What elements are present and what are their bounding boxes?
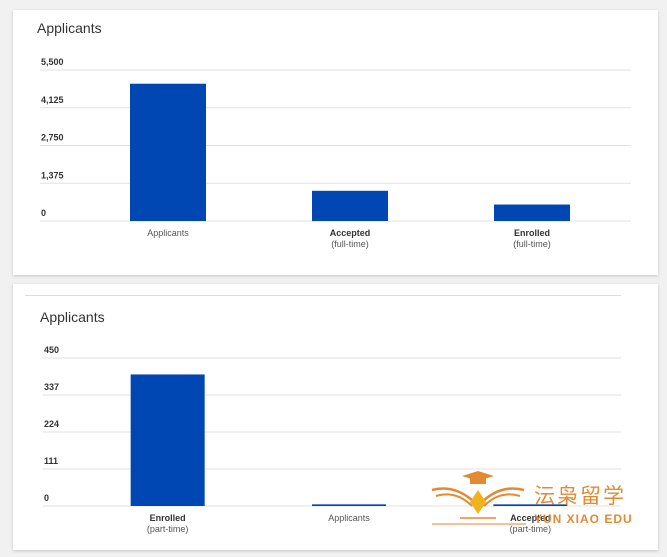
applicants-chart-card-full-time: Applicants 0 1,375 2,750 4,125 5,500 Applican… [13, 10, 658, 275]
y-tick-label: 5,500 [41, 57, 64, 67]
x-category-sublabel: (full-time) [513, 239, 551, 249]
bar [130, 83, 206, 222]
x-category-sublabel: (part-time) [147, 524, 189, 534]
x-category-sublabel: (full-time) [331, 239, 369, 249]
chart-title: Applicants [40, 309, 105, 325]
y-tick-label: 0 [41, 208, 46, 218]
y-tick-label: 450 [44, 345, 59, 355]
bar [494, 204, 570, 221]
y-tick-label: 1,375 [41, 170, 64, 180]
graduation-cap-logo-icon [431, 471, 526, 525]
x-category-label: Enrolled [150, 513, 186, 523]
x-category-label: Accepted [510, 513, 551, 523]
chart-title: Applicants [37, 20, 102, 36]
bar [312, 190, 388, 221]
watermark-english-text: YUN XIAO EDU [534, 512, 633, 526]
y-tick-label: 4,125 [41, 95, 64, 105]
divider [25, 295, 621, 296]
bar [130, 374, 205, 506]
yunxiao-watermark: 沄枭留学 YUN XIAO EDU [430, 468, 660, 528]
bar [493, 504, 568, 506]
y-tick-label: 2,750 [41, 133, 64, 143]
y-tick-label: 111 [44, 456, 58, 466]
x-category-label: Accepted [330, 228, 371, 238]
y-tick-label: 337 [44, 382, 59, 392]
y-tick-label: 0 [44, 493, 49, 503]
bar-chart-part-time: 0111224337450Enrolled(part-time)Applican… [43, 345, 621, 534]
watermark-chinese-text: 沄枭留学 [534, 484, 626, 508]
x-category-label: Applicants [147, 228, 189, 238]
bar [312, 504, 386, 506]
x-category-label: Applicants [328, 513, 370, 523]
y-tick-label: 224 [44, 419, 59, 429]
x-category-label: Enrolled [514, 228, 550, 238]
applicants-chart-card-part-time: Applicants 0 111 224 337 450 Enrolled (part-ti… [13, 284, 658, 550]
x-category-sublabel: (part-time) [510, 524, 552, 534]
